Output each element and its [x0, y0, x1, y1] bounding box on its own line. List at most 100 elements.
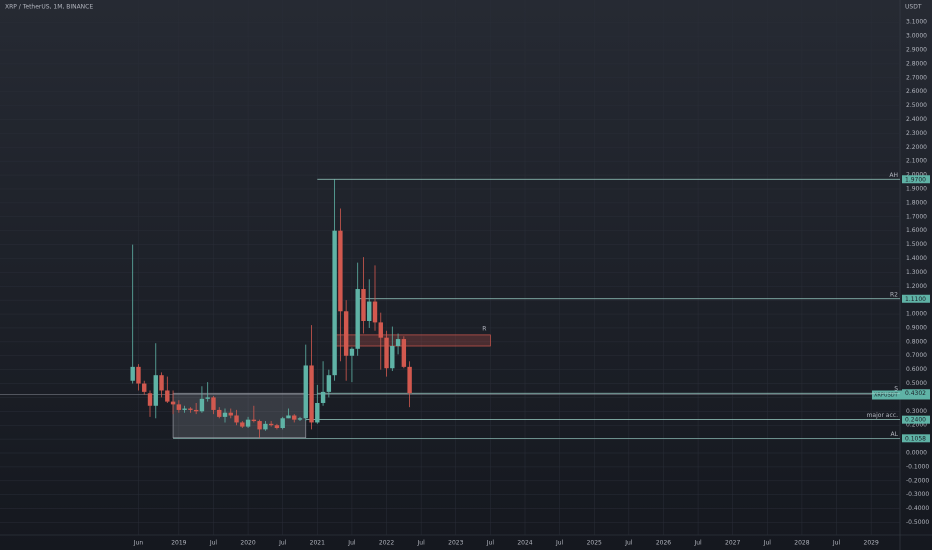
candle-body — [309, 365, 314, 423]
y-tick-label: 0.0000 — [906, 450, 927, 457]
y-tick-label: 2.1000 — [906, 158, 927, 165]
level-name: S — [894, 386, 898, 393]
y-tick-label: 2.2000 — [906, 144, 927, 151]
candle-body — [188, 408, 193, 410]
y-tick-label: -0.5000 — [906, 519, 929, 526]
y-tick-label: 2.5000 — [906, 102, 927, 109]
x-tick-label: Jun — [133, 540, 144, 547]
y-tick-label: 1.4000 — [906, 255, 927, 262]
x-tick-label: 2024 — [517, 540, 532, 547]
x-tick-label: 2023 — [448, 540, 463, 547]
y-tick-label: 3.0000 — [906, 33, 927, 40]
candle-body — [228, 412, 233, 416]
x-tick-label: 2029 — [864, 540, 879, 547]
y-tick-label: 2.8000 — [906, 60, 927, 67]
y-tick-label: -0.3000 — [906, 491, 929, 498]
candle-body — [170, 401, 176, 405]
candle-body — [384, 337, 389, 369]
candle-body — [245, 419, 251, 427]
candle-body — [367, 301, 372, 321]
candle-body — [234, 415, 239, 423]
candle-body — [390, 346, 395, 369]
y-tick-label: 2.7000 — [906, 74, 927, 81]
candle-body — [263, 423, 268, 430]
x-tick-label: 2025 — [587, 540, 602, 547]
candle-body — [205, 397, 210, 399]
candle-body — [286, 415, 291, 419]
x-tick-label: 2028 — [794, 540, 809, 547]
candle-body — [257, 421, 262, 430]
candle-body — [326, 375, 332, 392]
candle-body — [222, 412, 228, 417]
level-tag — [902, 415, 930, 424]
candle-body — [332, 230, 337, 376]
y-tick-label: 2.0000 — [906, 172, 927, 179]
y-tick-label: 1.6000 — [906, 227, 927, 234]
candle-body — [315, 402, 320, 423]
x-tick-label: Jul — [555, 540, 564, 547]
candle-body — [193, 409, 199, 412]
currency: USDT — [905, 4, 922, 11]
candle-body — [147, 393, 153, 406]
y-tick-label: 0.7000 — [906, 352, 927, 359]
chart-title: XRP / TetherUS, 1M, BINANCE — [5, 4, 93, 11]
candle-body — [280, 418, 285, 428]
y-tick-label: 1.8000 — [906, 199, 927, 206]
x-tick-label: Jul — [417, 540, 426, 547]
level-value: 0.1058 — [905, 435, 926, 442]
candle-body — [240, 422, 245, 427]
y-tick-label: -0.1000 — [906, 463, 929, 470]
x-tick-label: 2027 — [725, 540, 740, 547]
y-tick-label: 3.1000 — [906, 19, 927, 26]
candle-body — [361, 289, 366, 321]
y-tick-label: 1.2000 — [906, 283, 927, 290]
candle-body — [349, 348, 355, 356]
x-tick-label: 2019 — [171, 540, 186, 547]
y-tick-label: 1.7000 — [906, 213, 927, 220]
y-tick-label: 0.5000 — [906, 380, 927, 387]
y-tick-label: 1.5000 — [906, 241, 927, 248]
candle-body — [176, 404, 182, 410]
candle-body — [268, 423, 274, 426]
x-tick-label: Jul — [209, 540, 218, 547]
candle-body — [297, 418, 303, 420]
candle-body — [303, 365, 308, 419]
level-value: 0.4302 — [905, 390, 926, 397]
candle-body — [165, 390, 170, 402]
y-tick-label: 0.2000 — [906, 422, 927, 429]
candle-body — [251, 419, 257, 422]
candle-body — [320, 391, 326, 403]
candle-body — [395, 339, 401, 347]
candle-body — [159, 375, 164, 391]
y-tick-label: 0.6000 — [906, 366, 927, 373]
level-tag — [902, 389, 930, 398]
candle-body — [355, 289, 360, 349]
candle-body — [407, 366, 412, 394]
candle-body — [274, 425, 280, 428]
x-tick-label: Jul — [347, 540, 356, 547]
y-tick-label: -0.2000 — [906, 477, 929, 484]
candle-body — [153, 375, 158, 406]
y-tick-label: 2.6000 — [906, 88, 927, 95]
y-tick-label: 2.9000 — [906, 47, 927, 54]
candle-body — [372, 301, 378, 323]
candle-body — [199, 398, 205, 412]
level-name: AL — [891, 431, 899, 438]
x-tick-label: Jul — [486, 540, 495, 547]
y-tick-label: 1.9000 — [906, 185, 927, 192]
price-symbol: XRPUSDT — [874, 392, 899, 398]
y-tick-label: 0.3000 — [906, 408, 927, 415]
level-tag — [902, 434, 930, 443]
candle-body — [142, 383, 147, 392]
level-value: 1.1100 — [905, 296, 926, 303]
candle-body — [130, 366, 135, 381]
y-tick-label: -0.4000 — [906, 505, 929, 512]
level-tag — [902, 294, 930, 303]
price-tag — [872, 390, 930, 400]
x-tick-label: Jul — [693, 540, 702, 547]
zone-label: R — [482, 325, 486, 332]
zone — [172, 392, 307, 439]
candle-body — [211, 397, 216, 410]
